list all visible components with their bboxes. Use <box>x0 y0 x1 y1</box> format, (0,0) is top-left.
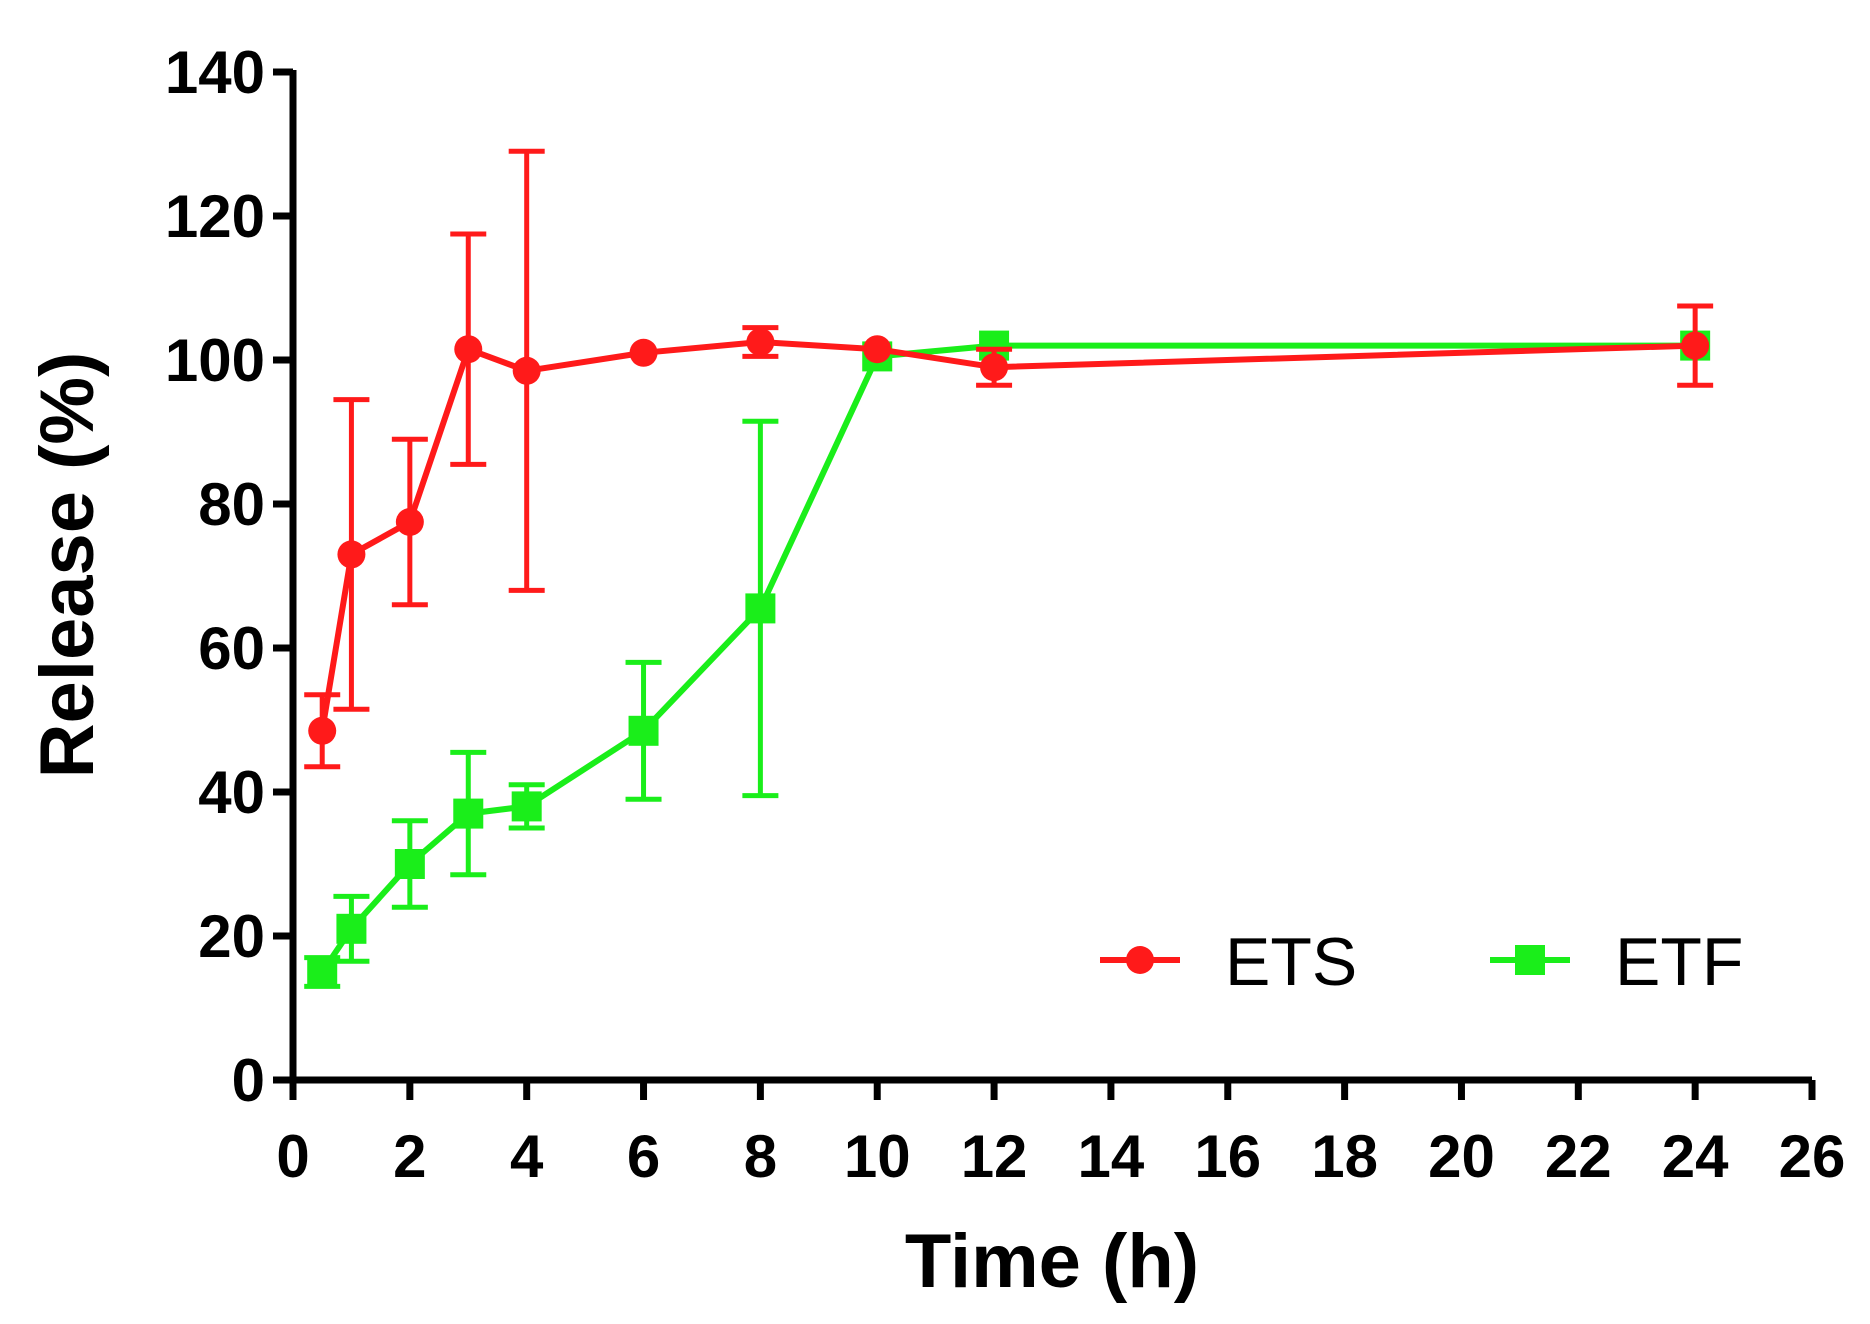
series-layer <box>304 148 1714 989</box>
x-tick-label: 20 <box>1428 1123 1495 1190</box>
y-tick-label: 120 <box>165 183 265 250</box>
data-point <box>863 335 892 364</box>
data-point <box>454 335 483 364</box>
x-tick-label: 22 <box>1545 1123 1612 1190</box>
y-tick-label: 140 <box>165 39 265 106</box>
y-axis-title: Release (%) <box>25 352 110 779</box>
y-axis: 0 20 40 60 80 100 120 140 <box>165 39 297 1114</box>
x-tick-label: 24 <box>1662 1123 1729 1190</box>
x-tick-label: 16 <box>1194 1123 1261 1190</box>
legend-label: ETS <box>1225 924 1357 1000</box>
data-point <box>394 849 425 879</box>
series-ets <box>304 148 1714 770</box>
legend-marker <box>1126 946 1154 974</box>
data-point <box>628 715 659 746</box>
y-tick-label: 40 <box>198 759 265 826</box>
x-tick-label: 10 <box>844 1123 911 1190</box>
data-point <box>512 356 541 385</box>
data-point <box>629 338 658 367</box>
x-tick-label: 4 <box>510 1123 544 1190</box>
y-tick-label: 80 <box>198 471 265 538</box>
data-point <box>745 593 776 624</box>
data-point <box>453 798 484 829</box>
y-tick-label: 20 <box>198 903 265 970</box>
x-tick-label: 8 <box>744 1123 777 1190</box>
x-tick-label: 26 <box>1779 1123 1846 1190</box>
y-tick-label: 0 <box>232 1047 265 1114</box>
x-tick-label: 12 <box>961 1123 1028 1190</box>
legend-marker <box>1515 945 1545 975</box>
legend-item-ets: ETS <box>1100 924 1357 1000</box>
data-point <box>1681 331 1710 360</box>
x-tick-label: 2 <box>393 1123 426 1190</box>
legend-label: ETF <box>1615 924 1743 1000</box>
series-line <box>319 339 1696 732</box>
data-point <box>308 716 337 745</box>
series-etf <box>304 330 1711 989</box>
data-point <box>511 791 542 822</box>
x-tick-label: 6 <box>627 1123 660 1190</box>
y-tick-label: 100 <box>165 327 265 394</box>
data-point <box>980 353 1009 382</box>
x-axis: 0 2 4 6 8 10 12 14 16 18 20 22 24 26 <box>276 1076 1845 1190</box>
y-tick-label: 60 <box>198 615 265 682</box>
data-point <box>746 328 775 356</box>
y-ticks: 0 20 40 60 80 100 120 140 <box>165 39 293 1114</box>
x-tick-label: 0 <box>276 1123 309 1190</box>
data-point <box>337 540 366 569</box>
data-point <box>336 913 367 944</box>
x-tick-label: 14 <box>1078 1123 1145 1190</box>
legend-item-etf: ETF <box>1490 924 1743 1000</box>
x-ticks: 0 2 4 6 8 10 12 14 16 18 20 22 24 26 <box>276 1080 1845 1190</box>
legend: ETS ETF <box>1100 924 1743 1000</box>
data-point <box>395 508 424 536</box>
x-axis-title: Time (h) <box>905 1219 1199 1304</box>
x-tick-label: 18 <box>1311 1123 1378 1190</box>
series-line <box>319 342 1696 974</box>
data-point <box>307 957 338 987</box>
